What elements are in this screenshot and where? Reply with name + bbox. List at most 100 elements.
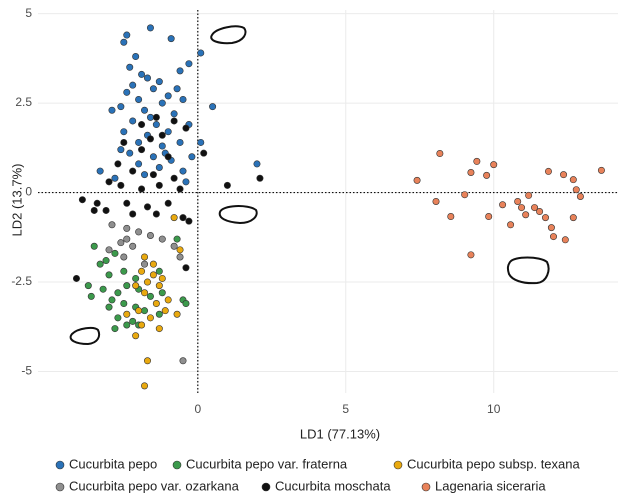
point bbox=[598, 167, 604, 173]
point bbox=[147, 25, 153, 31]
point bbox=[159, 290, 165, 296]
point bbox=[141, 171, 147, 177]
point bbox=[112, 250, 118, 256]
point bbox=[437, 150, 443, 156]
point bbox=[100, 286, 106, 292]
point bbox=[448, 213, 454, 219]
point bbox=[85, 282, 91, 288]
point bbox=[121, 300, 127, 306]
point bbox=[183, 300, 189, 306]
point bbox=[156, 78, 162, 84]
y-tick-label: -5 bbox=[21, 364, 32, 378]
point bbox=[545, 168, 551, 174]
point bbox=[97, 261, 103, 267]
point bbox=[171, 243, 177, 249]
y-tick-label: -2.5 bbox=[11, 274, 32, 288]
point bbox=[147, 136, 153, 142]
point bbox=[198, 139, 204, 145]
point bbox=[570, 214, 576, 220]
seed-outline bbox=[508, 258, 549, 284]
point bbox=[165, 200, 171, 206]
point bbox=[124, 200, 130, 206]
point bbox=[129, 318, 135, 324]
point bbox=[118, 239, 124, 245]
point bbox=[560, 171, 566, 177]
legend-label: Lagenaria siceraria bbox=[435, 478, 546, 493]
x-tick-label: 0 bbox=[194, 402, 201, 416]
point bbox=[514, 198, 520, 204]
y-tick-label: 0 bbox=[25, 185, 32, 199]
point bbox=[132, 282, 138, 288]
point bbox=[153, 114, 159, 120]
point bbox=[121, 129, 127, 135]
point bbox=[141, 290, 147, 296]
point bbox=[112, 325, 118, 331]
x-tick-label: 10 bbox=[487, 402, 501, 416]
point bbox=[159, 275, 165, 281]
y-tick-label: 2.5 bbox=[15, 95, 32, 109]
point bbox=[88, 293, 94, 299]
point bbox=[189, 154, 195, 160]
point bbox=[132, 275, 138, 281]
point bbox=[124, 32, 130, 38]
seed-outline bbox=[220, 206, 257, 223]
seed-outline bbox=[211, 26, 245, 43]
legend-label: Cucurbita pepo subsp. texana bbox=[407, 456, 580, 471]
plot bbox=[73, 25, 604, 389]
point bbox=[257, 175, 263, 181]
legend-label: Cucurbita pepo bbox=[69, 456, 157, 471]
point bbox=[168, 35, 174, 41]
point bbox=[138, 71, 144, 77]
point bbox=[150, 261, 156, 267]
point bbox=[106, 272, 112, 278]
point bbox=[135, 161, 141, 167]
point bbox=[132, 333, 138, 339]
point bbox=[518, 204, 524, 210]
point bbox=[150, 171, 156, 177]
point bbox=[115, 315, 121, 321]
legend-label: Cucurbita moschata bbox=[275, 478, 391, 493]
point bbox=[135, 307, 141, 313]
point bbox=[414, 177, 420, 183]
point bbox=[224, 182, 230, 188]
point bbox=[106, 304, 112, 310]
point bbox=[165, 154, 171, 160]
point bbox=[144, 75, 150, 81]
point bbox=[118, 103, 124, 109]
point bbox=[180, 96, 186, 102]
point bbox=[103, 207, 109, 213]
point bbox=[171, 175, 177, 181]
point bbox=[132, 53, 138, 59]
point bbox=[147, 114, 153, 120]
point bbox=[91, 207, 97, 213]
legend-marker bbox=[173, 461, 181, 469]
x-axis-title: LD1 (77.13%) bbox=[300, 426, 380, 441]
point bbox=[183, 265, 189, 271]
point bbox=[570, 176, 576, 182]
point bbox=[138, 186, 144, 192]
point bbox=[491, 161, 497, 167]
point bbox=[138, 268, 144, 274]
point bbox=[147, 232, 153, 238]
point bbox=[474, 158, 480, 164]
point bbox=[124, 89, 130, 95]
point bbox=[109, 222, 115, 228]
point bbox=[150, 86, 156, 92]
point bbox=[542, 214, 548, 220]
point bbox=[468, 169, 474, 175]
point bbox=[536, 208, 542, 214]
point bbox=[141, 383, 147, 389]
legend-marker bbox=[394, 461, 402, 469]
point bbox=[129, 118, 135, 124]
point bbox=[507, 222, 513, 228]
point bbox=[127, 64, 133, 70]
point bbox=[129, 82, 135, 88]
point bbox=[153, 121, 159, 127]
point bbox=[159, 143, 165, 149]
point bbox=[138, 121, 144, 127]
point bbox=[162, 307, 168, 313]
point bbox=[548, 224, 554, 230]
point bbox=[174, 311, 180, 317]
